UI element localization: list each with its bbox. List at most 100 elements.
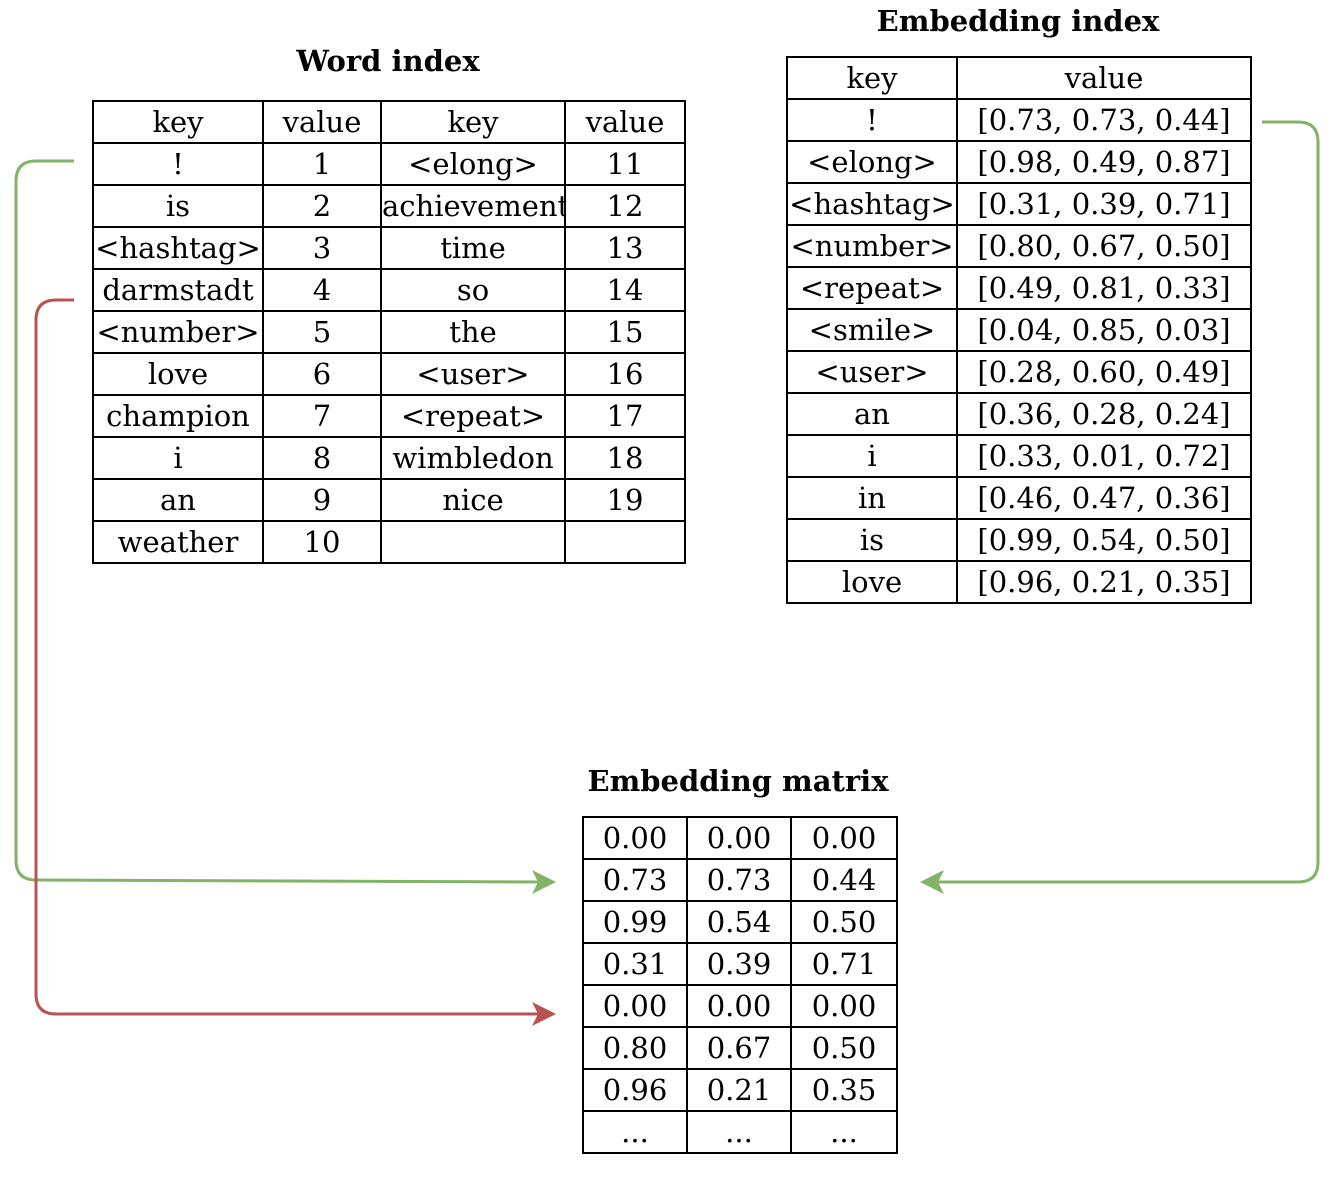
embedding-index-row: <smile> [0.04, 0.85, 0.03] <box>786 308 1252 352</box>
word-index-cell: nice <box>380 478 566 522</box>
embedding-matrix-cell: 0.31 <box>582 942 688 986</box>
word-index-cell: 18 <box>564 436 686 480</box>
embedding-matrix-row: 0.99 0.54 0.50 <box>582 900 898 944</box>
embedding-index-row: love [0.96, 0.21, 0.35] <box>786 560 1252 604</box>
word-index-cell: 16 <box>564 352 686 396</box>
green-arrowhead-right <box>920 870 944 894</box>
word-index-row: champion 7 <repeat> 17 <box>92 394 686 438</box>
embedding-index-cell: [0.31, 0.39, 0.71] <box>956 182 1252 226</box>
word-index-cell: is <box>92 184 264 228</box>
embedding-matrix-cell: 0.67 <box>686 1026 792 1070</box>
word-index-header-cell: value <box>262 100 382 144</box>
word-index-cell: champion <box>92 394 264 438</box>
embedding-index-cell: <elong> <box>786 140 958 184</box>
embedding-index-row: <hashtag> [0.31, 0.39, 0.71] <box>786 182 1252 226</box>
embedding-matrix-row: 0.96 0.21 0.35 <box>582 1068 898 1112</box>
word-index-cell: <elong> <box>380 142 566 186</box>
word-index-cell: 4 <box>262 268 382 312</box>
word-index-cell: 15 <box>564 310 686 354</box>
word-index-cell: <user> <box>380 352 566 396</box>
word-index-cell: 2 <box>262 184 382 228</box>
word-index-cell: 7 <box>262 394 382 438</box>
word-index-cell <box>380 520 566 564</box>
embedding-matrix-cell: 0.73 <box>582 858 688 902</box>
embedding-index-cell: i <box>786 434 958 478</box>
embedding-index-cell: <hashtag> <box>786 182 958 226</box>
embedding-index-cell: <repeat> <box>786 266 958 310</box>
word-index-cell: 17 <box>564 394 686 438</box>
embedding-matrix-cell: 0.50 <box>790 1026 898 1070</box>
embedding-matrix-cell: 0.00 <box>686 984 792 1028</box>
embedding-index-header-row: key value <box>786 56 1252 100</box>
word-index-cell: time <box>380 226 566 270</box>
embedding-matrix-row: 0.00 0.00 0.00 <box>582 816 898 860</box>
embedding-matrix-cell: 0.73 <box>686 858 792 902</box>
word-index-cell: the <box>380 310 566 354</box>
word-index-cell: 13 <box>564 226 686 270</box>
word-index-table: key value key value! 1 <elong> 11 is 2 achievemen… <box>92 100 686 564</box>
embedding-index-cell: [0.96, 0.21, 0.35] <box>956 560 1252 604</box>
word-index-cell: 5 <box>262 310 382 354</box>
embedding-index-row: is [0.99, 0.54, 0.50] <box>786 518 1252 562</box>
embedding-index-cell: [0.49, 0.81, 0.33] <box>956 266 1252 310</box>
embedding-matrix-row: 0.73 0.73 0.44 <box>582 858 898 902</box>
word-index-cell: 12 <box>564 184 686 228</box>
embedding-index-row: <user> [0.28, 0.60, 0.49] <box>786 350 1252 394</box>
embedding-matrix-table: 0.00 0.00 0.00 0.73 0.73 0.44 0.99 0.54 0.50 0.31… <box>582 816 898 1154</box>
embedding-matrix-row: 0.31 0.39 0.71 <box>582 942 898 986</box>
word-index-row: darmstadt 4 so 14 <box>92 268 686 312</box>
word-index-row: <hashtag> 3 time 13 <box>92 226 686 270</box>
embedding-matrix-cell: ... <box>686 1110 792 1154</box>
embedding-index-cell: [0.28, 0.60, 0.49] <box>956 350 1252 394</box>
word-index-cell: weather <box>92 520 264 564</box>
word-index-cell: 14 <box>564 268 686 312</box>
word-index-cell: 19 <box>564 478 686 522</box>
embedding-index-cell: [0.99, 0.54, 0.50] <box>956 518 1252 562</box>
embedding-index-cell: <user> <box>786 350 958 394</box>
word-index-row: <number> 5 the 15 <box>92 310 686 354</box>
word-index-header-cell: key <box>92 100 264 144</box>
word-index-row: love 6 <user> 16 <box>92 352 686 396</box>
word-index-cell: <hashtag> <box>92 226 264 270</box>
word-index-cell <box>564 520 686 564</box>
word-index-row: ! 1 <elong> 11 <box>92 142 686 186</box>
embedding-matrix-row: ......... <box>582 1110 898 1154</box>
embedding-index-cell: is <box>786 518 958 562</box>
word-index-header-cell: key <box>380 100 566 144</box>
word-index-cell: love <box>92 352 264 396</box>
word-index-cell: ! <box>92 142 264 186</box>
word-index-row: is 2 achievement 12 <box>92 184 686 228</box>
word-index-row: i 8 wimbledon 18 <box>92 436 686 480</box>
embedding-index-cell: love <box>786 560 958 604</box>
embedding-index-table: key value! [0.73, 0.73, 0.44] <elong> [0.98,… <box>786 56 1252 604</box>
embedding-matrix-title: Embedding matrix <box>587 764 889 798</box>
embedding-matrix-cell: 0.39 <box>686 942 792 986</box>
embedding-matrix-cell: ... <box>582 1110 688 1154</box>
embedding-matrix-cell: 0.00 <box>790 984 898 1028</box>
embedding-matrix-cell: 0.35 <box>790 1068 898 1112</box>
embedding-index-cell: [0.46, 0.47, 0.36] <box>956 476 1252 520</box>
embedding-matrix-cell: 0.00 <box>686 816 792 860</box>
embedding-index-title: Embedding index <box>876 4 1160 38</box>
embedding-index-cell: in <box>786 476 958 520</box>
word-index-title: Word index <box>296 44 480 78</box>
word-index-row: weather 10 <box>92 520 686 564</box>
embedding-matrix-row: 0.80 0.67 0.50 <box>582 1026 898 1070</box>
embedding-index-cell: [0.98, 0.49, 0.87] <box>956 140 1252 184</box>
embedding-matrix-row: 0.00 0.00 0.00 <box>582 984 898 1028</box>
embedding-matrix-cell: 0.54 <box>686 900 792 944</box>
word-index-cell: 10 <box>262 520 382 564</box>
embedding-index-cell: <smile> <box>786 308 958 352</box>
embedding-index-row: i [0.33, 0.01, 0.72] <box>786 434 1252 478</box>
word-index-cell: <number> <box>92 310 264 354</box>
embedding-index-cell: an <box>786 392 958 436</box>
embedding-matrix-cell: 0.96 <box>582 1068 688 1112</box>
word-index-cell: i <box>92 436 264 480</box>
embedding-index-cell: <number> <box>786 224 958 268</box>
word-index-cell: wimbledon <box>380 436 566 480</box>
embedding-matrix-cell: 0.80 <box>582 1026 688 1070</box>
word-index-cell: 6 <box>262 352 382 396</box>
embedding-matrix-cell: 0.44 <box>790 858 898 902</box>
word-index-row: an 9 nice 19 <box>92 478 686 522</box>
embedding-index-cell: [0.33, 0.01, 0.72] <box>956 434 1252 478</box>
